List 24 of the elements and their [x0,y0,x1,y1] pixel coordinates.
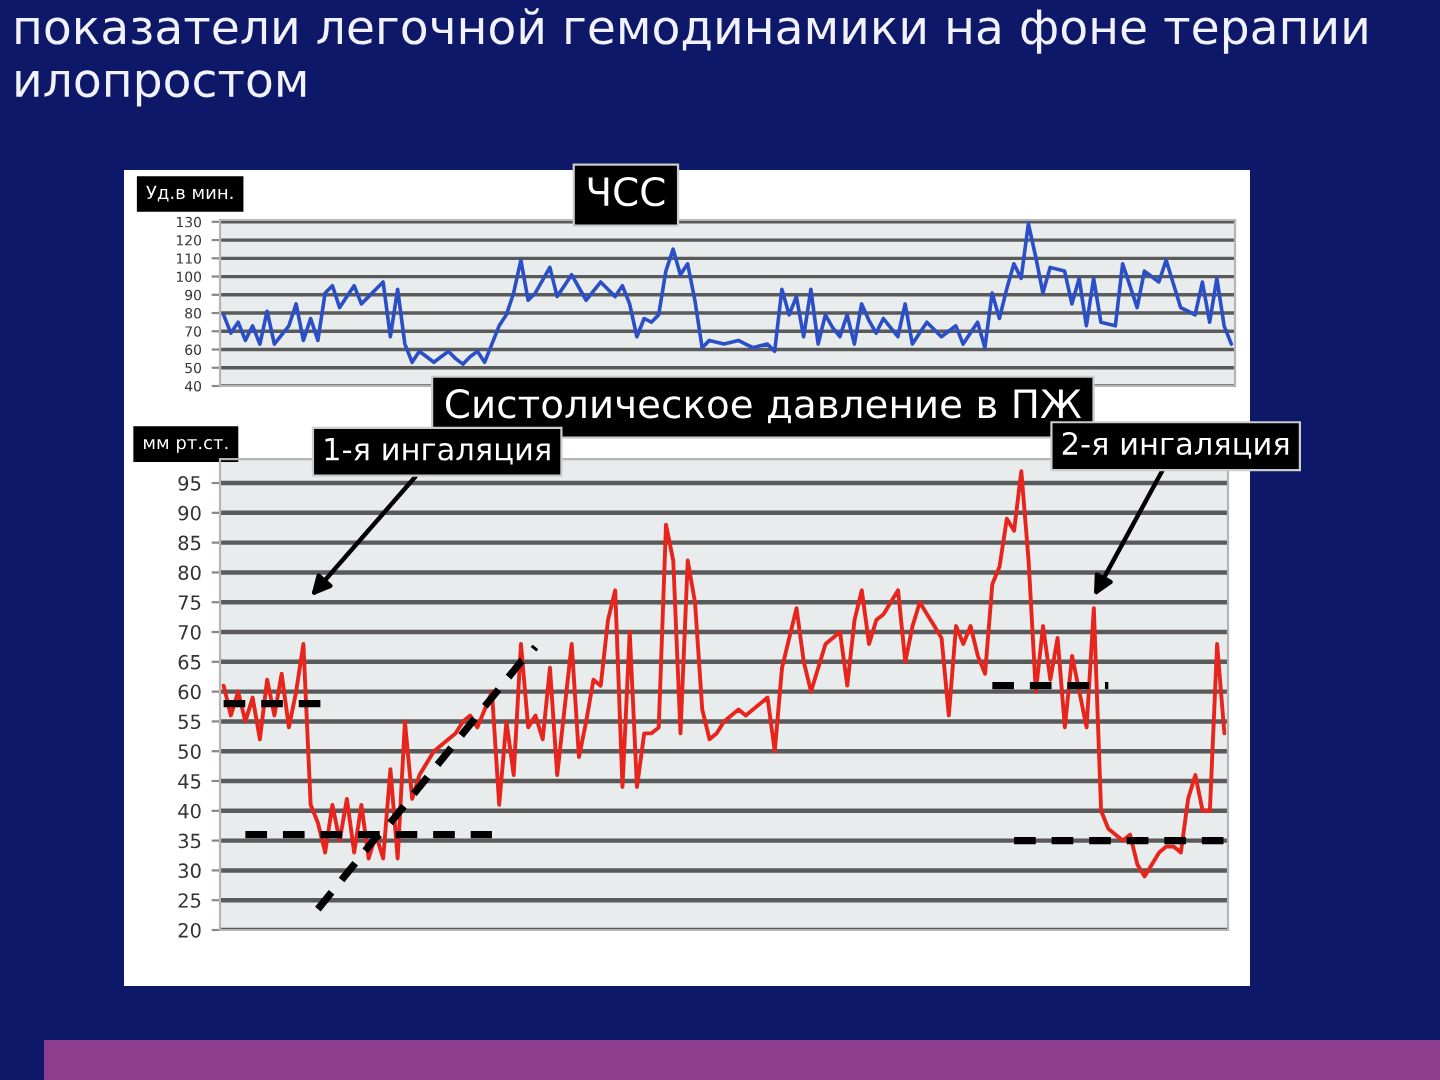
y-tick-label: 30 [178,863,201,879]
y-tick-label: 35 [178,833,201,849]
y-axis-title: Уд.в мин. [146,185,233,202]
y-tick-label: 90 [178,505,201,521]
y-tick-label: 65 [178,654,201,670]
line-series [221,469,1227,879]
chart-subtitle: ЧСС [588,176,665,207]
y-tick-label: 95 [178,475,201,491]
y-tick-label: 20 [178,922,201,938]
y-tick-label: 55 [178,714,201,730]
y-axis-title: мм рт.ст. [144,439,228,453]
text: 2-я ингаляция [1062,431,1289,459]
y-tick-label: 75 [178,595,201,610]
y-tick-label: 60 [178,684,201,700]
y-tick-label: 45 [178,774,201,789]
y-tick-label: 80 [178,565,201,581]
annotation: 1-я ингаляция [325,437,550,465]
chart-title: Систолическое давление в ПЖ [445,389,1082,424]
y-tick-label: 40 [178,803,201,819]
y-tick-label: 70 [178,624,201,640]
y-tick-label: 50 [178,744,201,759]
y-tick-label: 25 [178,893,201,908]
y-tick-label: 85 [178,535,201,551]
chart-title: показатели легочной гемодинамики на фоне терапии илопростом [16,8,1367,107]
